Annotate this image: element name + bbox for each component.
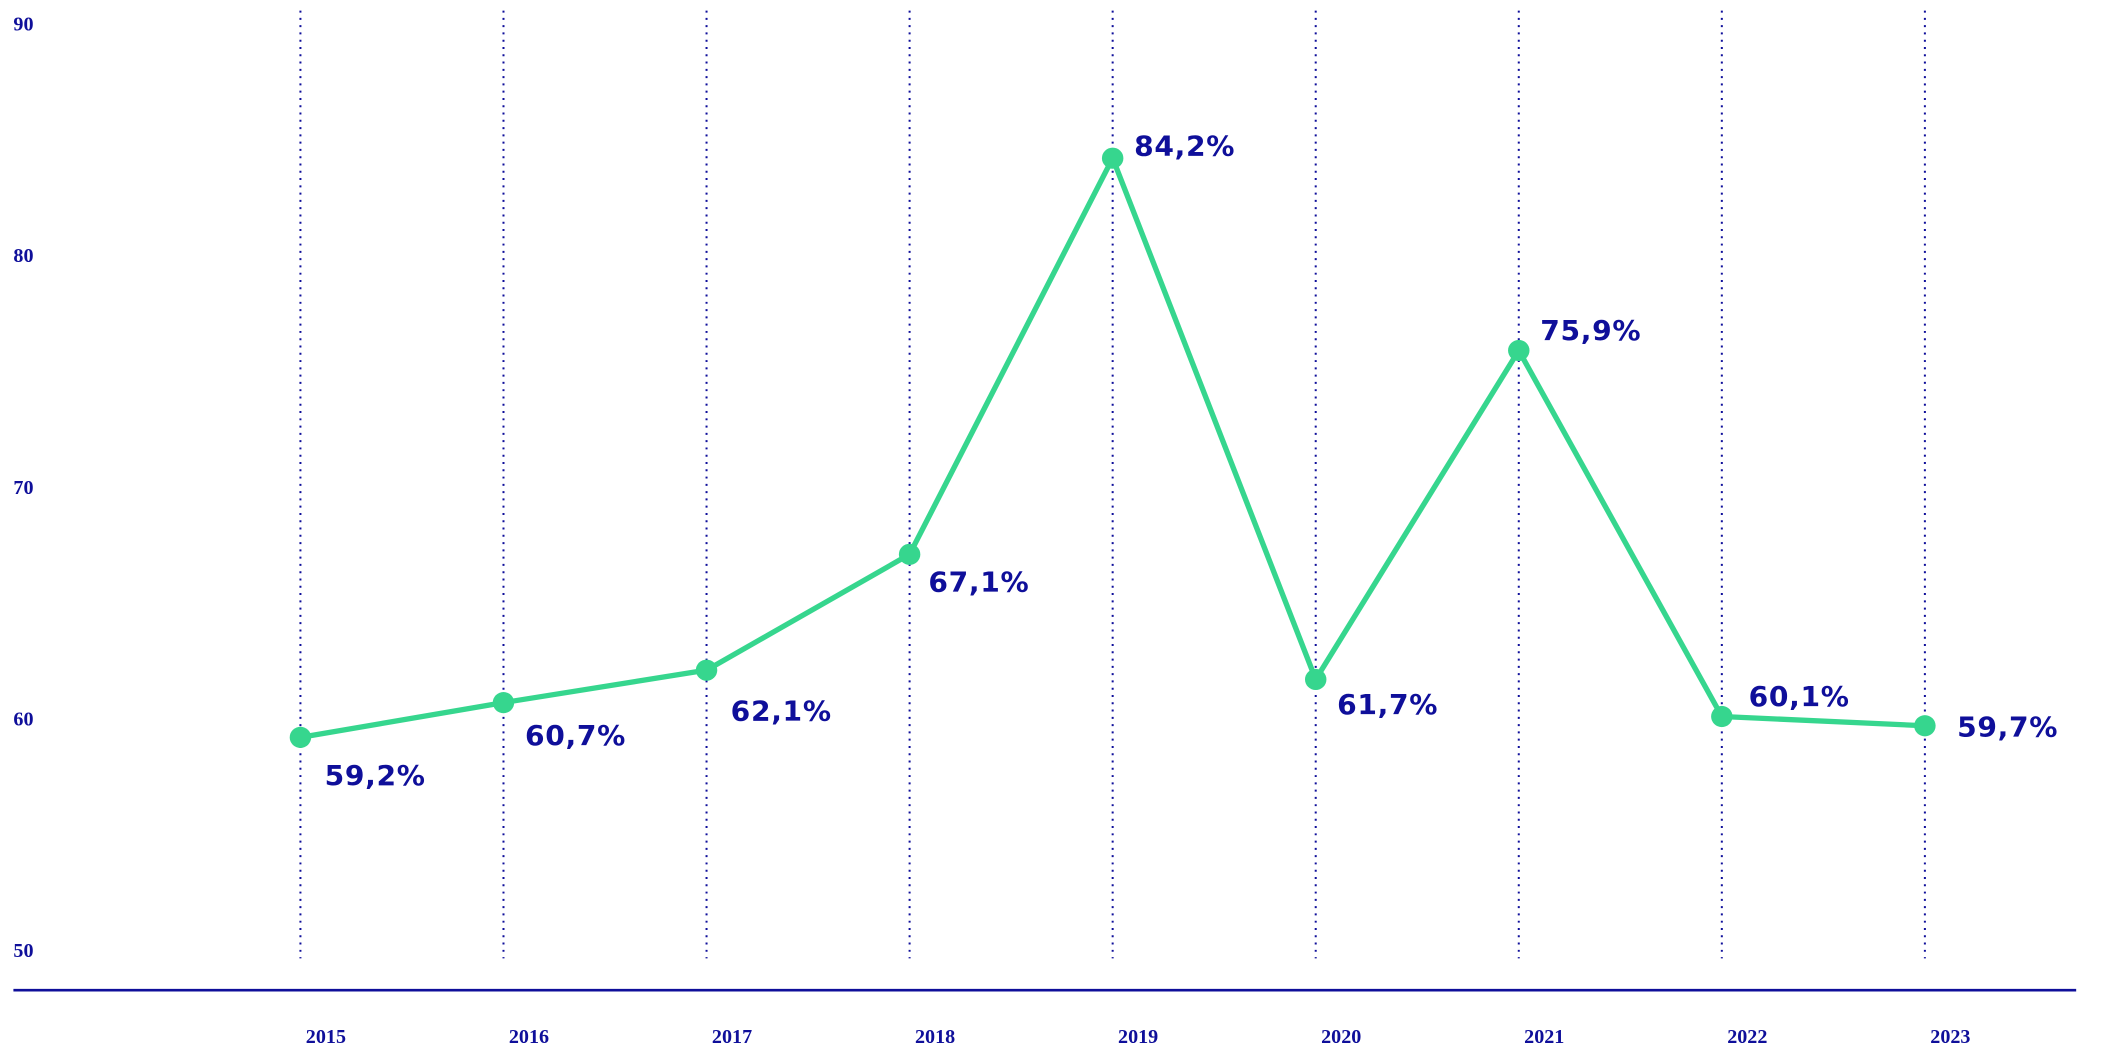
point — [898, 543, 921, 565]
value-label: 67,1% — [928, 566, 1029, 599]
x-tick-label: 2015 — [306, 1026, 346, 1048]
x-tick-label: 2023 — [1930, 1026, 1970, 1048]
value-label: 62,1% — [731, 695, 832, 728]
point — [1101, 147, 1124, 169]
y-tick-label: 60 — [13, 709, 33, 731]
point — [289, 726, 312, 748]
value-label: 59,7% — [1957, 711, 2058, 744]
point — [1508, 339, 1530, 362]
value-label: 60,1% — [1749, 680, 1850, 713]
x-tick-label: 2019 — [1118, 1026, 1158, 1048]
point — [1304, 668, 1327, 691]
point — [1914, 715, 1936, 737]
y-tick-label: 80 — [13, 245, 33, 267]
x-tick-label: 2018 — [915, 1026, 955, 1048]
point — [1711, 705, 1733, 728]
x-tick-label: 2017 — [712, 1026, 752, 1048]
y-tick-label: 50 — [13, 940, 33, 962]
value-label: 59,2% — [325, 759, 426, 792]
x-tick-label: 2022 — [1727, 1026, 1767, 1048]
value-label: 61,7% — [1337, 688, 1438, 721]
x-tick-label: 2020 — [1321, 1026, 1361, 1048]
x-tick-label: 2016 — [509, 1026, 549, 1048]
y-tick-label: 70 — [13, 477, 33, 499]
x-tick-label: 2021 — [1524, 1026, 1564, 1048]
point — [492, 692, 515, 714]
value-label: 84,2% — [1134, 130, 1235, 163]
value-label: 60,7% — [525, 719, 626, 752]
point — [695, 659, 718, 681]
value-label: 75,9% — [1540, 314, 1641, 347]
y-tick-label: 90 — [13, 14, 33, 36]
